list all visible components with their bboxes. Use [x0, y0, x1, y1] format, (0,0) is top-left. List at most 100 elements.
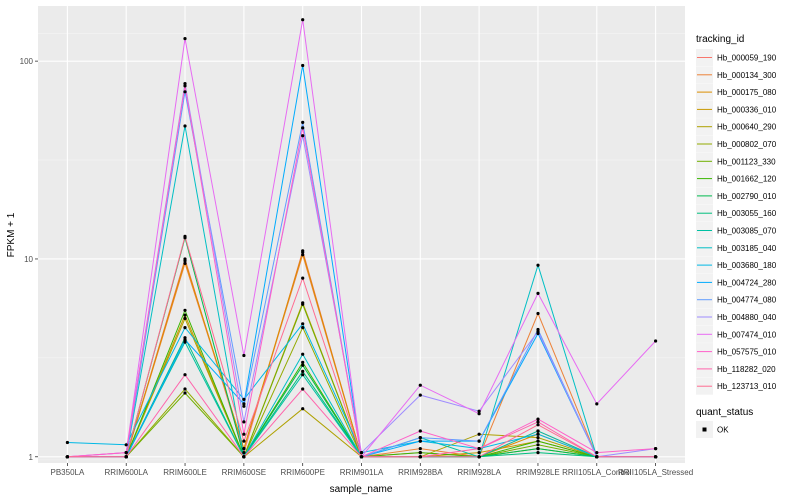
- legend-key-hb-004880-040: Hb_004880_040: [696, 308, 777, 326]
- data-point-hb-000640-290: [536, 436, 540, 440]
- data-point-hb-003185-040: [183, 124, 187, 128]
- legend-key-hb-000802-070: Hb_000802_070: [696, 135, 777, 153]
- data-point-hb-007474-010: [654, 339, 658, 343]
- data-point-hb-123713-010: [654, 455, 658, 459]
- data-point-hb-123713-010: [359, 455, 364, 459]
- data-point-hb-004774-080: [418, 436, 422, 440]
- data-point-hb-000175-080: [301, 250, 305, 254]
- data-point-hb-004724-280: [242, 402, 246, 406]
- data-point-hb-123713-010: [124, 455, 128, 459]
- legend-key-hb-000336-010: Hb_000336_010: [696, 100, 777, 118]
- data-point-hb-118282-020: [536, 420, 540, 424]
- data-point-hb-004724-280: [301, 63, 305, 68]
- data-point-hb-118282-020: [301, 387, 305, 391]
- legend-label: Hb_123713_010: [717, 382, 777, 391]
- data-point-hb-118282-020: [242, 455, 246, 459]
- legend-key-hb-004724-280: Hb_004724_280: [696, 273, 777, 291]
- x-axis-title: sample_name: [330, 484, 393, 495]
- colour-legend-title: tracking_id: [696, 34, 744, 45]
- legend-label: Hb_118282_020: [717, 365, 776, 374]
- legend-key-hb-001662-120: Hb_001662_120: [696, 170, 777, 188]
- data-point-hb-123713-010: [536, 423, 540, 427]
- data-point-hb-057575-010: [124, 451, 128, 455]
- data-point-hb-000802-070: [183, 387, 187, 391]
- data-point-hb-123713-010: [242, 439, 246, 443]
- legend-key-hb-123713-010: Hb_123713_010: [696, 377, 777, 395]
- data-point-hb-118282-020: [477, 447, 481, 451]
- legend-label: Hb_004774_080: [717, 296, 777, 305]
- data-point-hb-004880-040: [359, 451, 364, 455]
- data-point-hb-004880-040: [242, 420, 246, 424]
- legend-label: Hb_004880_040: [717, 313, 777, 322]
- legend-key-hb-003085-070: Hb_003085_070: [696, 222, 777, 239]
- data-point-hb-007474-010: [595, 402, 599, 406]
- legend-label: Hb_004724_280: [717, 278, 777, 287]
- y-tick-label: 1: [29, 453, 34, 462]
- x-tick-label: RRIM600SE: [222, 468, 266, 477]
- data-point-hb-000175-080: [242, 447, 246, 451]
- data-point-hb-123713-010: [477, 455, 481, 459]
- legend-label: Hb_001123_330: [717, 157, 776, 166]
- legend-key-hb-004774-080: Hb_004774_080: [696, 291, 777, 309]
- data-point-hb-004880-040: [183, 82, 187, 86]
- y-axis-title: FPKM + 1: [6, 212, 17, 257]
- grid-layer: [38, 6, 685, 463]
- legend-key-hb-002790-010: Hb_002790_010: [696, 187, 777, 205]
- data-point-hb-057575-010: [183, 84, 187, 88]
- legend-label: Hb_000134_300: [717, 71, 777, 80]
- data-point-hb-003680-180: [242, 397, 246, 401]
- data-point-hb-000802-070: [301, 326, 305, 330]
- points-layer: [65, 18, 658, 459]
- legend-label: Hb_007474_010: [717, 330, 777, 339]
- data-point-hb-057575-010: [536, 417, 540, 421]
- data-point-hb-057575-010: [595, 451, 599, 455]
- data-point-hb-007474-010: [477, 412, 481, 416]
- data-point-hb-001123-330: [301, 302, 305, 306]
- data-point-hb-004774-080: [301, 120, 305, 124]
- legend-label: Hb_000640_290: [717, 123, 777, 132]
- data-point-hb-003185-040: [301, 352, 305, 356]
- data-point-hb-123713-010: [65, 455, 69, 459]
- data-point-hb-057575-010: [418, 429, 422, 433]
- data-point-hb-000134-300: [183, 261, 187, 265]
- data-point-hb-003680-180: [536, 432, 540, 436]
- data-point-hb-003055-160: [536, 451, 540, 455]
- data-point-hb-001662-120: [301, 360, 305, 364]
- data-point-hb-007474-010: [536, 291, 540, 295]
- shape-legend-title: quant_status: [696, 407, 753, 418]
- legend-label: Hb_000336_010: [717, 105, 777, 114]
- x-tick-label: RRII105LA_Stressed: [618, 468, 693, 477]
- x-tick-label: RRIM600PE: [280, 468, 324, 477]
- data-point-hb-003185-040: [536, 263, 540, 267]
- data-point-hb-123713-010: [183, 234, 187, 238]
- x-tick-label: RRIM901LA: [340, 468, 384, 477]
- data-point-hb-004880-040: [536, 329, 540, 334]
- legend-key-hb-000059-190: Hb_000059_190: [696, 49, 777, 66]
- legend-label: Hb_003085_070: [717, 227, 777, 236]
- legend-label: Hb_003680_180: [717, 261, 777, 270]
- legend-label: Hb_057575_010: [717, 348, 777, 357]
- legend-key-point: [702, 427, 707, 432]
- data-point-hb-001123-330: [536, 443, 540, 447]
- data-point-hb-007474-010: [242, 353, 246, 358]
- data-point-hb-123713-010: [418, 455, 422, 459]
- data-point-hb-004880-040: [418, 393, 422, 397]
- data-point-hb-000640-290: [477, 432, 481, 436]
- data-point-hb-003680-180: [65, 440, 69, 445]
- legend-label: Hb_003185_040: [717, 244, 777, 253]
- axis-layer: 1 10 100 PB350LA RRIM600LA RRIM600LE RRIM600SE…: [20, 57, 694, 477]
- x-tick-label: RRIM600LE: [163, 468, 207, 477]
- legend: tracking_id Hb_000059_190 Hb_000134_300 Hb…: [696, 34, 777, 438]
- data-point-hb-002790-010: [301, 363, 305, 367]
- data-point-hb-007474-010: [183, 37, 187, 41]
- legend-label: Hb_000175_080: [717, 88, 777, 97]
- data-point-hb-057575-010: [301, 126, 305, 130]
- data-point-hb-004774-080: [477, 439, 481, 443]
- data-point-hb-000336-010: [183, 313, 187, 317]
- data-point-hb-001123-330: [183, 391, 187, 395]
- data-point-hb-004774-080: [183, 90, 187, 94]
- data-point-hb-000640-290: [301, 407, 305, 411]
- data-point-hb-003085-070: [183, 340, 187, 344]
- data-point-hb-004880-040: [477, 409, 481, 413]
